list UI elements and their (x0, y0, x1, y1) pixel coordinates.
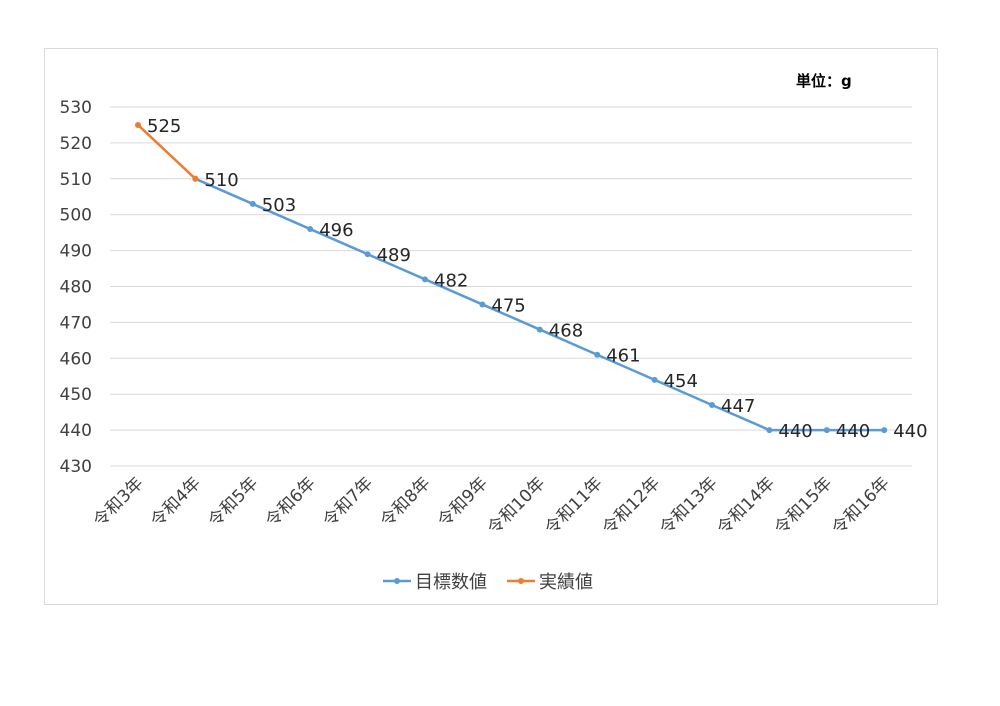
legend-label: 目標数値 (415, 572, 487, 593)
x-tick-label: 令和4年 (147, 473, 205, 531)
data-label: 510 (204, 170, 238, 191)
legend-marker (394, 578, 400, 584)
data-point (479, 301, 486, 308)
data-point (422, 276, 428, 283)
data-point (364, 251, 371, 258)
x-tick-label: 令和16年 (828, 473, 894, 539)
series-line (137, 124, 197, 180)
data-point (766, 427, 773, 434)
data-point (594, 351, 601, 358)
data-label: 468 (549, 321, 583, 342)
data-label: 525 (147, 116, 181, 137)
y-tick-label: 510 (60, 170, 92, 190)
data-label: 475 (491, 295, 525, 316)
y-tick-label: 430 (60, 457, 92, 477)
data-point (536, 326, 543, 333)
data-label: 496 (319, 220, 353, 241)
data-point (651, 376, 658, 383)
y-tick-label: 530 (60, 98, 92, 118)
x-tick-label: 令和15年 (771, 473, 837, 539)
legend: 目標数値 実績値 (383, 572, 593, 593)
x-axis-ticks: 令和3年 令和4年 令和5年 令和6年 令和7年 令和8年 令和9年令和10年令和11年令和… (90, 473, 894, 539)
data-label: 461 (606, 346, 640, 367)
chart-frame (44, 48, 938, 605)
legend-label: 実績値 (539, 572, 593, 593)
series-lines (135, 121, 888, 434)
x-tick-label: 令和11年 (541, 473, 607, 539)
data-label: 503 (262, 195, 296, 216)
y-tick-label: 450 (60, 385, 92, 405)
x-tick-label: 令和9年 (434, 473, 492, 531)
x-tick-label: 令和3年 (90, 473, 148, 531)
data-label: 440 (836, 421, 870, 442)
data-labels: 525 510 503 496 489 482 475 468 461 454 447 440 440 4… (147, 116, 928, 442)
data-point (135, 121, 141, 128)
y-tick-label: 480 (60, 278, 92, 298)
grid-lines (110, 106, 912, 467)
y-tick-label: 500 (60, 206, 92, 226)
data-point (709, 401, 715, 408)
data-point (823, 427, 830, 434)
legend-marker (518, 578, 524, 584)
unit-label: 単位：g (796, 72, 852, 90)
data-point (192, 175, 199, 182)
x-tick-label: 令和10年 (484, 473, 550, 539)
data-label: 454 (664, 371, 698, 392)
data-label: 440 (778, 421, 812, 442)
y-axis-ticks: 430 440 450 460 470 480 490 500 510 520 530 (60, 98, 92, 477)
x-tick-label: 令和6年 (262, 473, 320, 531)
data-label: 482 (434, 270, 468, 291)
data-point (249, 200, 256, 207)
data-label: 489 (377, 245, 411, 266)
data-point (307, 226, 314, 233)
y-tick-label: 490 (60, 242, 92, 262)
x-tick-label: 令和14年 (713, 473, 779, 539)
data-label: 447 (721, 396, 755, 417)
y-tick-label: 440 (60, 421, 92, 441)
y-tick-label: 460 (60, 349, 92, 369)
y-tick-label: 520 (60, 134, 92, 154)
data-point (881, 427, 888, 434)
x-tick-label: 令和12年 (599, 473, 665, 539)
x-tick-label: 令和5年 (204, 473, 262, 531)
data-label: 440 (893, 421, 927, 442)
x-tick-label: 令和7年 (319, 473, 377, 531)
x-tick-label: 令和8年 (377, 473, 435, 531)
series-line (194, 177, 885, 432)
y-tick-label: 470 (60, 313, 92, 333)
x-tick-label: 令和13年 (656, 473, 722, 539)
